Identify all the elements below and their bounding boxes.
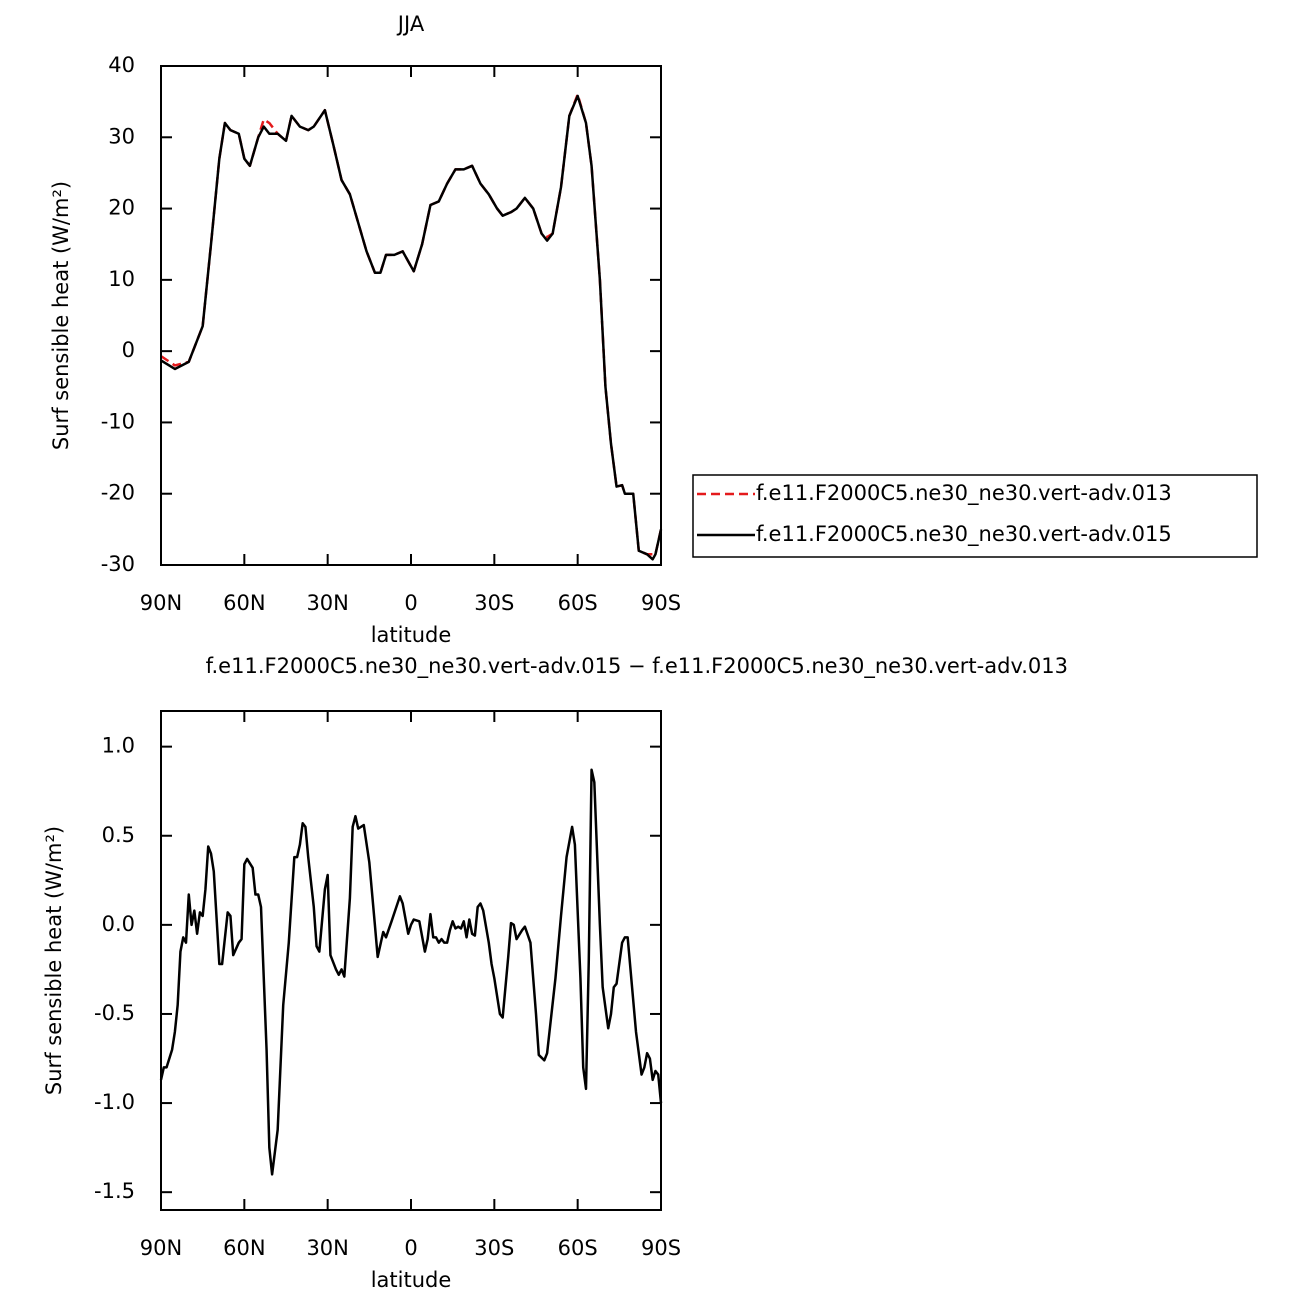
chart-title: JJA xyxy=(396,12,425,36)
y-tick-label: -1.0 xyxy=(94,1090,135,1114)
legend-label: f.e11.F2000C5.ne30_ne30.vert-adv.013 xyxy=(756,481,1172,506)
y-tick-label: -0.5 xyxy=(94,1001,135,1025)
x-tick-label: 30S xyxy=(474,1236,514,1260)
y-tick-label: 0.5 xyxy=(102,823,135,847)
x-tick-label: 30N xyxy=(306,591,348,615)
y-tick-label: 1.0 xyxy=(102,734,135,758)
legend-box xyxy=(692,474,1258,558)
data-line xyxy=(160,94,663,561)
chart-title: f.e11.F2000C5.ne30_ne30.vert-adv.015 − f… xyxy=(206,654,1068,679)
y-tick-label: -30 xyxy=(101,552,135,576)
x-tick-label: 90S xyxy=(641,591,681,615)
plot-frame xyxy=(160,710,662,1211)
x-tick-label: 60S xyxy=(558,1236,598,1260)
plot-frame xyxy=(160,65,662,566)
y-tick-label: -20 xyxy=(101,481,135,505)
data-line xyxy=(159,768,663,1176)
x-tick-label: 30N xyxy=(306,1236,348,1260)
x-axis-label: latitude xyxy=(371,1268,452,1292)
y-tick-label: 20 xyxy=(108,196,135,220)
data-line xyxy=(160,93,663,556)
y-tick-label: 0 xyxy=(122,338,135,362)
y-tick-label: 40 xyxy=(108,53,135,77)
legend-label: f.e11.F2000C5.ne30_ne30.vert-adv.015 xyxy=(756,522,1172,547)
x-tick-label: 0 xyxy=(404,1236,417,1260)
x-tick-label: 90S xyxy=(641,1236,681,1260)
x-tick-label: 60N xyxy=(223,591,265,615)
y-tick-label: 0.0 xyxy=(102,912,135,936)
y-tick-label: -10 xyxy=(101,409,135,433)
y-axis-label: Surf sensible heat (W/m²) xyxy=(42,826,66,1095)
x-tick-label: 90N xyxy=(140,591,182,615)
y-tick-label: -1.5 xyxy=(94,1179,135,1203)
x-tick-label: 30S xyxy=(474,591,514,615)
x-tick-label: 60N xyxy=(223,1236,265,1260)
y-tick-label: 10 xyxy=(108,267,135,291)
y-tick-label: 30 xyxy=(108,124,135,148)
x-tick-label: 60S xyxy=(558,591,598,615)
x-axis-label: latitude xyxy=(371,623,452,647)
y-axis-label: Surf sensible heat (W/m²) xyxy=(49,181,73,450)
x-tick-label: 0 xyxy=(404,591,417,615)
x-tick-label: 90N xyxy=(140,1236,182,1260)
